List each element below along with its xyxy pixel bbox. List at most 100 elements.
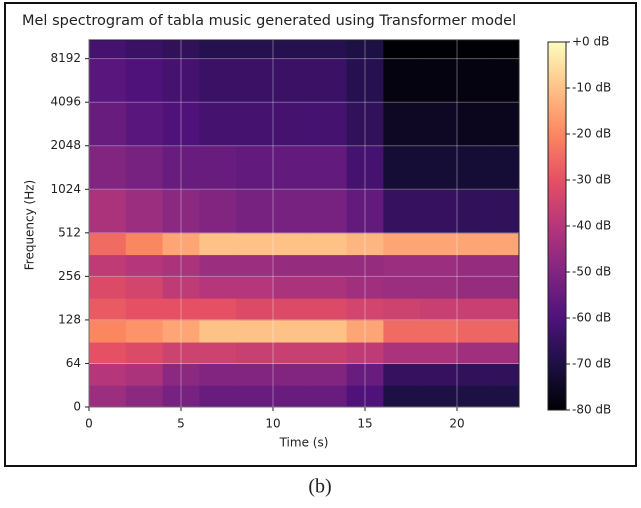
spectrogram-cell bbox=[346, 298, 384, 321]
spectrogram-cell bbox=[272, 40, 311, 60]
spectrogram-cell bbox=[309, 58, 348, 103]
spectrogram-cell bbox=[272, 363, 311, 386]
spectrogram-cell bbox=[383, 40, 421, 60]
spectrogram-cell bbox=[383, 276, 421, 299]
spectrogram-cell bbox=[493, 319, 520, 343]
y-tick-label: 128 bbox=[58, 312, 81, 326]
spectrogram-cell bbox=[199, 58, 237, 103]
spectrogram-cell bbox=[236, 58, 274, 103]
spectrogram-cell bbox=[236, 363, 274, 386]
spectrogram-cell bbox=[89, 145, 127, 190]
spectrogram-cell bbox=[456, 385, 495, 408]
y-tick-label: 64 bbox=[66, 356, 81, 370]
spectrogram-cell bbox=[420, 385, 458, 408]
spectrogram-cell bbox=[420, 145, 458, 190]
spectrogram-cell bbox=[493, 276, 520, 299]
spectrogram-cell bbox=[420, 363, 458, 386]
y-tick-label: 0 bbox=[73, 400, 81, 414]
spectrogram-cell bbox=[199, 40, 237, 60]
spectrogram-cell bbox=[346, 145, 384, 190]
spectrogram-cell bbox=[309, 385, 348, 408]
chart-title: Mel spectrogram of tabla music generated… bbox=[22, 13, 516, 29]
spectrogram-cell bbox=[89, 319, 127, 343]
spectrogram-cell bbox=[383, 385, 421, 408]
y-axis-label: Frequency (Hz) bbox=[23, 180, 37, 271]
colorbar-tick-label: +0 dB bbox=[572, 35, 609, 49]
spectrogram-cell bbox=[162, 276, 200, 299]
spectrogram-cell bbox=[199, 298, 237, 321]
spectrogram-cell bbox=[89, 363, 127, 386]
plot-frame bbox=[88, 39, 520, 408]
spectrogram-cell bbox=[236, 102, 274, 147]
x-tick-label: 10 bbox=[265, 417, 280, 431]
spectrogram-cell bbox=[420, 102, 458, 147]
spectrogram-cell bbox=[199, 254, 237, 277]
spectrogram-cell bbox=[346, 385, 384, 408]
y-tick-label: 4096 bbox=[50, 95, 81, 109]
spectrogram-cell bbox=[199, 145, 237, 190]
spectrogram-cell bbox=[346, 319, 384, 343]
spectrogram-cell bbox=[236, 232, 274, 256]
spectrogram-cell bbox=[456, 189, 495, 234]
y-tick-label: 2048 bbox=[50, 138, 81, 152]
spectrogram-cell bbox=[493, 189, 520, 234]
spectrogram-cell bbox=[125, 254, 164, 277]
spectrogram-cell bbox=[456, 40, 495, 60]
spectrogram-cell bbox=[272, 385, 311, 408]
spectrogram-cell bbox=[199, 342, 237, 364]
spectrogram-cell bbox=[420, 319, 458, 343]
spectrogram-cell bbox=[346, 189, 384, 234]
spectrogram-cell bbox=[89, 102, 127, 147]
colorbar-tick-label: -80 dB bbox=[572, 403, 611, 417]
spectrogram-cell bbox=[125, 58, 164, 103]
spectrogram-cell bbox=[162, 232, 200, 256]
spectrogram-cell bbox=[125, 102, 164, 147]
spectrogram-cell bbox=[199, 385, 237, 408]
spectrogram-cell bbox=[162, 58, 200, 103]
spectrogram-cell bbox=[383, 232, 421, 256]
spectrogram-cell bbox=[272, 342, 311, 364]
y-tick-label: 256 bbox=[58, 269, 81, 283]
spectrogram-cell bbox=[162, 363, 200, 386]
spectrogram-cell bbox=[272, 189, 311, 234]
spectrogram-cell bbox=[89, 298, 127, 321]
spectrogram-cell bbox=[456, 145, 495, 190]
spectrogram-cell bbox=[89, 385, 127, 408]
spectrogram-cell bbox=[456, 363, 495, 386]
spectrogram-cell bbox=[236, 276, 274, 299]
spectrogram-cell bbox=[383, 189, 421, 234]
spectrogram-cell bbox=[493, 40, 520, 60]
spectrogram-cell bbox=[89, 232, 127, 256]
spectrogram-cell bbox=[272, 232, 311, 256]
colorbar-tick-label: -50 dB bbox=[572, 265, 611, 279]
colorbar-tick-label: -20 dB bbox=[572, 127, 611, 141]
spectrogram-cell bbox=[346, 58, 384, 103]
spectrogram-cell bbox=[420, 189, 458, 234]
spectrogram-cell bbox=[236, 40, 274, 60]
spectrogram-cell bbox=[89, 254, 127, 277]
spectrogram-cell bbox=[456, 254, 495, 277]
spectrogram-cell bbox=[309, 40, 348, 60]
x-tick-label: 20 bbox=[449, 417, 464, 431]
spectrogram-cell bbox=[309, 232, 348, 256]
spectrogram-cell bbox=[236, 298, 274, 321]
spectrogram-cell bbox=[383, 363, 421, 386]
spectrogram-cell bbox=[89, 342, 127, 364]
spectrogram-cell bbox=[493, 58, 520, 103]
spectrogram-cell bbox=[272, 254, 311, 277]
spectrogram-cell bbox=[456, 319, 495, 343]
spectrogram-cell bbox=[493, 298, 520, 321]
spectrogram-cell bbox=[420, 40, 458, 60]
spectrogram-cell bbox=[125, 342, 164, 364]
spectrogram-cell bbox=[383, 319, 421, 343]
spectrogram-cell bbox=[236, 319, 274, 343]
colorbar-tick-label: -40 dB bbox=[572, 219, 611, 233]
spectrogram-cell bbox=[456, 58, 495, 103]
x-axis-label: Time (s) bbox=[279, 436, 329, 450]
spectrogram-cell bbox=[272, 298, 311, 321]
spectrogram-cell bbox=[125, 298, 164, 321]
spectrogram-cell bbox=[272, 145, 311, 190]
y-tick-label: 8192 bbox=[50, 51, 81, 65]
spectrogram-cell bbox=[309, 342, 348, 364]
